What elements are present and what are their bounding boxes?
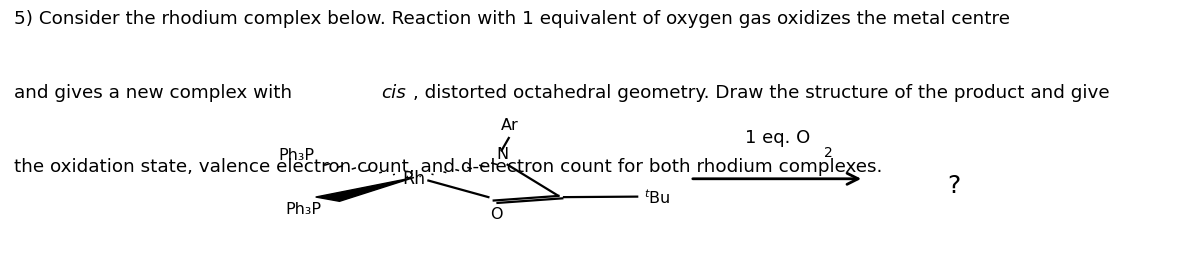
Text: Rh: Rh (402, 169, 426, 187)
Text: $^t$Bu: $^t$Bu (644, 187, 671, 206)
Text: 5) Consider the rhodium complex below. Reaction with 1 equivalent of oxygen gas : 5) Consider the rhodium complex below. R… (14, 10, 1010, 28)
Text: Ar: Ar (502, 118, 518, 133)
Text: , distorted octahedral geometry. Draw the structure of the product and give: , distorted octahedral geometry. Draw th… (413, 84, 1110, 102)
Text: the oxidation state, valence electron count, and d-electron count for both rhodi: the oxidation state, valence electron co… (14, 157, 883, 176)
Polygon shape (316, 178, 414, 201)
Text: ?: ? (947, 173, 961, 197)
Text: 1 eq. O: 1 eq. O (745, 128, 810, 146)
Text: N: N (497, 146, 509, 161)
Text: cis: cis (380, 84, 406, 102)
Text: and gives a new complex with: and gives a new complex with (14, 84, 299, 102)
Text: Ph₃P: Ph₃P (278, 148, 314, 163)
Text: 2: 2 (824, 146, 833, 159)
Text: O: O (491, 207, 503, 221)
Text: Ph₃P: Ph₃P (286, 201, 322, 216)
